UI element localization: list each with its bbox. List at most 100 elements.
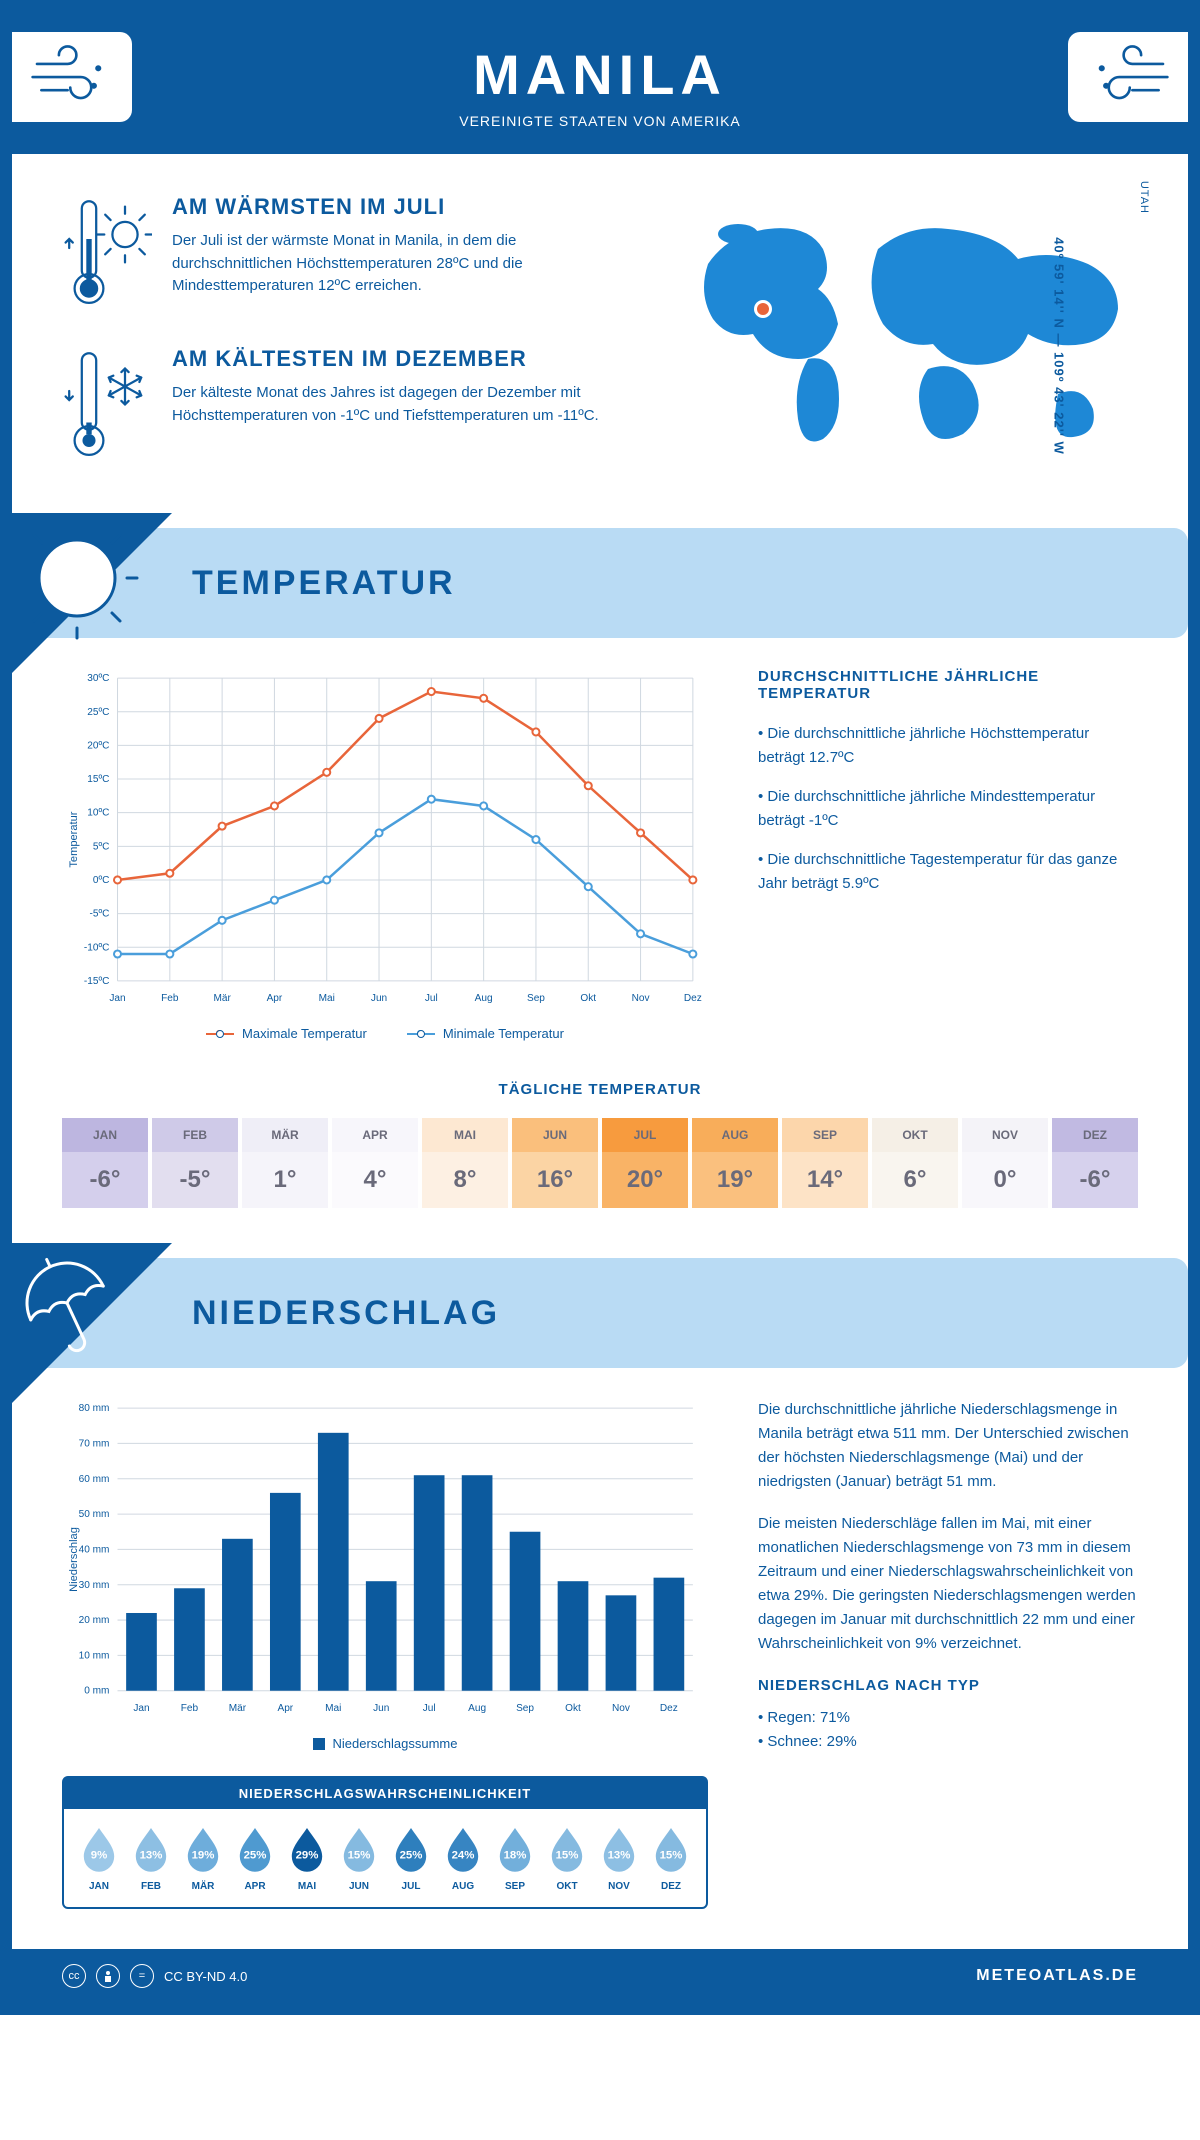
- probability-drop: 18% SEP: [490, 1824, 540, 1892]
- thermometer-snow-icon: [62, 346, 152, 468]
- probability-drop: 29% MAI: [282, 1824, 332, 1892]
- precip-paragraph: Die meisten Niederschläge fallen im Mai,…: [758, 1512, 1138, 1656]
- probability-drop: 13% NOV: [594, 1824, 644, 1892]
- svg-text:Sep: Sep: [527, 993, 545, 1004]
- coordinates: 40º 59' 14'' N — 109º 43' 22'' W: [1052, 237, 1067, 455]
- daily-cell: SEP14°: [782, 1118, 868, 1208]
- svg-text:60 mm: 60 mm: [79, 1474, 110, 1485]
- thermometer-sun-icon: [62, 194, 152, 316]
- svg-text:20ºC: 20ºC: [87, 740, 109, 751]
- svg-text:15%: 15%: [556, 1850, 579, 1862]
- warmest-info: AM WÄRMSTEN IM JULI Der Juli ist der wär…: [62, 194, 638, 316]
- daily-cell: DEZ-6°: [1052, 1118, 1138, 1208]
- banner-title: TEMPERATUR: [192, 564, 456, 603]
- temp-bullet: • Die durchschnittliche jährliche Mindes…: [758, 785, 1138, 833]
- coldest-info: AM KÄLTESTEN IM DEZEMBER Der kälteste Mo…: [62, 346, 638, 468]
- footer: cc = CC BY-ND 4.0 METEOATLAS.DE: [12, 1949, 1188, 2003]
- temperature-line-chart: -15ºC-10ºC-5ºC0ºC5ºC10ºC15ºC20ºC25ºC30ºC…: [62, 668, 708, 1041]
- svg-text:Jan: Jan: [109, 993, 125, 1004]
- page-title: MANILA: [12, 42, 1188, 107]
- temp-bullet: • Die durchschnittliche jährliche Höchst…: [758, 722, 1138, 770]
- probability-drop: 15% DEZ: [646, 1824, 696, 1892]
- daily-cell: FEB-5°: [152, 1118, 238, 1208]
- svg-text:-5ºC: -5ºC: [90, 909, 110, 920]
- svg-text:80 mm: 80 mm: [79, 1403, 110, 1414]
- warmest-text: Der Juli ist der wärmste Monat in Manila…: [172, 230, 638, 298]
- probability-title: NIEDERSCHLAGSWAHRSCHEINLICHKEIT: [64, 1778, 706, 1809]
- svg-text:Temperatur: Temperatur: [68, 811, 80, 867]
- probability-drop: 25% JUL: [386, 1824, 436, 1892]
- svg-text:Jun: Jun: [371, 993, 387, 1004]
- svg-text:15ºC: 15ºC: [87, 774, 109, 785]
- svg-text:15%: 15%: [348, 1850, 371, 1862]
- svg-text:Okt: Okt: [565, 1703, 581, 1714]
- svg-text:Sep: Sep: [516, 1703, 534, 1714]
- probability-drop: 24% AUG: [438, 1824, 488, 1892]
- svg-text:0 mm: 0 mm: [84, 1686, 109, 1697]
- svg-text:Jan: Jan: [133, 1703, 149, 1714]
- svg-text:29%: 29%: [296, 1850, 319, 1862]
- daily-temp-title: TÄGLICHE TEMPERATUR: [62, 1081, 1138, 1098]
- svg-text:-10ºC: -10ºC: [84, 942, 110, 953]
- daily-cell: JAN-6°: [62, 1118, 148, 1208]
- svg-text:Dez: Dez: [660, 1703, 678, 1714]
- svg-text:10 mm: 10 mm: [79, 1651, 110, 1662]
- daily-cell: OKT6°: [872, 1118, 958, 1208]
- probability-drop: 15% JUN: [334, 1824, 384, 1892]
- world-map: UTAH 40º 59' 14'' N — 109º 43' 22'' W: [678, 194, 1138, 498]
- svg-text:5ºC: 5ºC: [93, 841, 110, 852]
- legend-precip: Niederschlagssumme: [333, 1736, 458, 1751]
- svg-text:50 mm: 50 mm: [79, 1509, 110, 1520]
- svg-text:19%: 19%: [192, 1850, 215, 1862]
- svg-text:Dez: Dez: [684, 993, 702, 1004]
- svg-text:Aug: Aug: [475, 993, 493, 1004]
- by-icon: [96, 1964, 120, 1988]
- svg-text:Mär: Mär: [229, 1703, 247, 1714]
- svg-text:15%: 15%: [660, 1850, 683, 1862]
- svg-text:70 mm: 70 mm: [79, 1439, 110, 1450]
- legend-max: Maximale Temperatur: [242, 1026, 367, 1041]
- svg-text:Mär: Mär: [213, 993, 231, 1004]
- precipitation-bar-chart: 0 mm 10 mm 20 mm 30 mm 40 mm 50 mm 60 mm 70 mm 8…: [62, 1398, 708, 1751]
- svg-text:25%: 25%: [244, 1850, 267, 1862]
- umbrella-icon: [12, 1243, 172, 1403]
- daily-temp-table: JAN-6°FEB-5°MÄR1°APR4°MAI8°JUN16°JUL20°A…: [62, 1118, 1138, 1208]
- svg-text:25%: 25%: [400, 1850, 423, 1862]
- coldest-text: Der kälteste Monat des Jahres ist dagege…: [172, 382, 638, 427]
- daily-cell: JUL20°: [602, 1118, 688, 1208]
- daily-cell: NOV0°: [962, 1118, 1048, 1208]
- probability-drop: 13% FEB: [126, 1824, 176, 1892]
- region-label: UTAH: [1138, 181, 1150, 214]
- svg-text:20 mm: 20 mm: [79, 1615, 110, 1626]
- svg-text:18%: 18%: [504, 1850, 527, 1862]
- wind-icon: [12, 32, 132, 122]
- daily-cell: MAI8°: [422, 1118, 508, 1208]
- banner-title: NIEDERSCHLAG: [192, 1294, 500, 1333]
- precip-type-item: • Schnee: 29%: [758, 1730, 1138, 1754]
- probability-drop: 9% JAN: [74, 1824, 124, 1892]
- probability-drop: 15% OKT: [542, 1824, 592, 1892]
- svg-text:Mai: Mai: [325, 1703, 341, 1714]
- probability-box: NIEDERSCHLAGSWAHRSCHEINLICHKEIT 9% JAN 1…: [62, 1776, 708, 1909]
- svg-text:Feb: Feb: [161, 993, 179, 1004]
- svg-text:0ºC: 0ºC: [93, 875, 110, 886]
- svg-text:Feb: Feb: [181, 1703, 199, 1714]
- svg-text:30 mm: 30 mm: [79, 1580, 110, 1591]
- header: MANILA VEREINIGTE STAATEN VON AMERIKA: [12, 12, 1188, 154]
- svg-text:Jul: Jul: [425, 993, 438, 1004]
- precip-type-title: NIEDERSCHLAG NACH TYP: [758, 1674, 1138, 1698]
- svg-text:9%: 9%: [91, 1850, 107, 1862]
- daily-cell: AUG19°: [692, 1118, 778, 1208]
- temp-bullet: • Die durchschnittliche Tagestemperatur …: [758, 848, 1138, 896]
- svg-text:Apr: Apr: [277, 1703, 293, 1714]
- daily-cell: JUN16°: [512, 1118, 598, 1208]
- svg-text:40 mm: 40 mm: [79, 1545, 110, 1556]
- coldest-title: AM KÄLTESTEN IM DEZEMBER: [172, 346, 638, 372]
- svg-text:Jun: Jun: [373, 1703, 389, 1714]
- daily-cell: MÄR1°: [242, 1118, 328, 1208]
- precipitation-banner: NIEDERSCHLAG: [12, 1258, 1188, 1368]
- probability-drop: 19% MÄR: [178, 1824, 228, 1892]
- nd-icon: =: [130, 1964, 154, 1988]
- site-name: METEOATLAS.DE: [976, 1967, 1138, 1985]
- temperature-banner: TEMPERATUR: [12, 528, 1188, 638]
